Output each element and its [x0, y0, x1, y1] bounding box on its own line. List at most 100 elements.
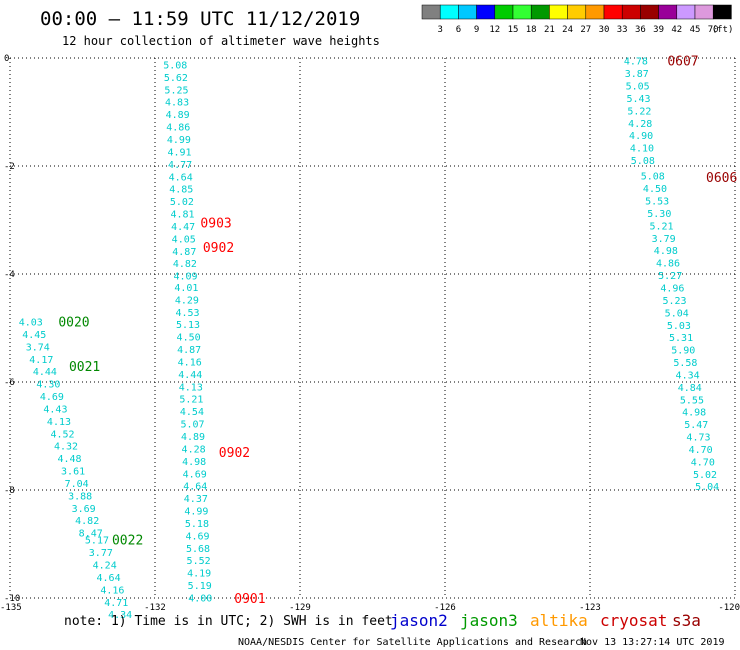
header: 00:00 – 11:59 UTC 11/12/2019 12 hour col… [40, 8, 380, 48]
satellite-legend-item: cryosat [600, 611, 667, 630]
color-swatch [549, 4, 568, 20]
y-tick-label: -8 [4, 486, 15, 496]
wave-height-value: 5.52 [187, 556, 211, 567]
footer-timestamp: Nov 13 13:27:14 UTC 2019 [580, 637, 725, 648]
color-swatch [712, 4, 732, 20]
color-scale-legend: 3 6 9 12 15 18 21 24 27 30 33 36 39 42 45 70(ft) [421, 4, 734, 35]
color-swatch [530, 4, 550, 20]
wave-height-value: 4.64 [183, 482, 207, 493]
wave-height-value: 4.34 [676, 370, 700, 381]
altimeter-tracks: 5.085.625.254.834.894.864.994.914.774.64… [19, 57, 720, 622]
wave-height-value: 4.99 [167, 135, 191, 146]
wave-height-value: 5.27 [658, 271, 682, 282]
wave-height-value: 5.08 [641, 172, 665, 183]
color-scale-label: 9 [474, 25, 479, 35]
color-scale-label: 18 [526, 25, 537, 35]
wave-height-value: 5.90 [671, 346, 695, 357]
color-scale-unit: (ft) [712, 25, 734, 35]
color-swatch [658, 4, 678, 20]
wave-height-value: 5.31 [669, 333, 693, 344]
color-scale-label: 45 [690, 25, 701, 35]
map-grid [9, 57, 736, 599]
wave-height-value: 4.85 [169, 185, 193, 196]
wave-height-value: 5.21 [649, 221, 673, 232]
chart-title: 00:00 – 11:59 UTC 11/12/2019 [40, 8, 360, 30]
color-swatch [512, 4, 532, 20]
pass-label: 0021 [69, 360, 100, 375]
color-swatch [458, 4, 477, 20]
x-tick-label: -120 [718, 603, 740, 613]
wave-height-value: 4.43 [43, 404, 67, 415]
wave-height-value: 3.61 [61, 467, 85, 478]
color-scale-label: 70 [708, 25, 719, 35]
wave-height-value: 4.73 [686, 433, 710, 444]
wave-height-value: 4.98 [182, 457, 206, 468]
color-scale-label: 30 [599, 25, 610, 35]
wave-height-value: 4.69 [185, 531, 209, 542]
wave-height-value: 4.71 [104, 598, 128, 609]
wave-height-value: 4.17 [29, 355, 53, 366]
wave-height-value: 5.04 [665, 308, 689, 319]
wave-height-value: 5.47 [684, 420, 708, 431]
color-scale-label: 39 [653, 25, 664, 35]
wave-height-value: 5.03 [667, 321, 691, 332]
color-swatch [676, 4, 696, 20]
wave-height-value: 4.53 [175, 308, 199, 319]
wave-height-value: 3.74 [26, 342, 50, 353]
color-scale-label: 42 [671, 25, 682, 35]
wave-height-value: 3.87 [625, 69, 649, 80]
wave-height-value: 3.69 [72, 504, 96, 515]
wave-height-value: 4.48 [58, 454, 82, 465]
wave-height-value: 4.10 [630, 144, 654, 155]
pass-label: 0606 [706, 171, 737, 186]
wave-height-value: 4.78 [624, 57, 648, 68]
wave-height-value: 5.55 [680, 395, 704, 406]
wave-height-value: 4.44 [178, 370, 202, 381]
wave-height-value: 4.77 [168, 160, 192, 171]
pass-label: 0902 [219, 446, 250, 461]
wave-height-value: 5.23 [663, 296, 687, 307]
wave-height-value: 4.69 [40, 392, 64, 403]
legend-row: note: 1) Time is in UTC; 2) SWH is in fe… [64, 611, 701, 630]
wave-height-value: 4.09 [173, 272, 197, 283]
y-tick-label: 0 [4, 54, 9, 64]
pass-label: 0020 [58, 316, 89, 331]
pass-labels: 0607 0606 0903 0902 0902 0901 0020 0021 0022 [58, 55, 737, 607]
y-axis-ticks: 0 -2 -4 -6 -8 -10 [4, 54, 20, 604]
units-note: note: 1) Time is in UTC; 2) SWH is in fe… [64, 614, 393, 629]
wave-height-value: 4.13 [179, 382, 203, 393]
wave-height-value: 4.86 [166, 123, 190, 134]
wave-height-value: 5.08 [163, 60, 187, 71]
wave-height-value: 4.98 [682, 408, 706, 419]
pass-label: 0022 [112, 534, 143, 549]
wave-height-value: 4.87 [177, 345, 201, 356]
wave-height-value: 4.16 [178, 357, 202, 368]
wave-height-value: 4.50 [177, 333, 201, 344]
x-tick-label: -132 [144, 603, 166, 613]
wave-height-value: 5.62 [164, 73, 188, 84]
x-axis-ticks: -135 -132 -129 -126 -123 -120 [0, 603, 740, 613]
satellite-legend: jason2 jason3 altika cryosat s3a [390, 611, 701, 630]
wave-height-value: 4.05 [172, 234, 196, 245]
color-swatch [439, 4, 459, 20]
wave-height-value: 5.25 [164, 85, 188, 96]
pass-label: 0903 [200, 217, 231, 232]
y-tick-label: -6 [4, 378, 15, 388]
wave-height-value: 5.13 [176, 320, 200, 331]
wave-height-value: 4.99 [184, 507, 208, 518]
wave-height-value: 4.64 [97, 573, 121, 584]
wave-height-value: 4.69 [183, 469, 207, 480]
color-swatch [621, 4, 641, 20]
color-scale-label: 21 [544, 25, 555, 35]
wave-height-value: 4.34 [108, 610, 132, 621]
x-tick-label: -126 [434, 603, 456, 613]
color-swatch [494, 4, 514, 20]
wave-height-value: 7.04 [65, 479, 89, 490]
wave-height-value: 4.96 [660, 284, 684, 295]
wave-height-value: 3.79 [652, 234, 676, 245]
y-tick-label: -4 [4, 270, 15, 280]
wave-height-value: 5.17 [85, 536, 109, 547]
wave-height-value: 4.28 [182, 444, 206, 455]
wave-height-value: 4.37 [184, 494, 208, 505]
color-swatch [640, 4, 659, 20]
